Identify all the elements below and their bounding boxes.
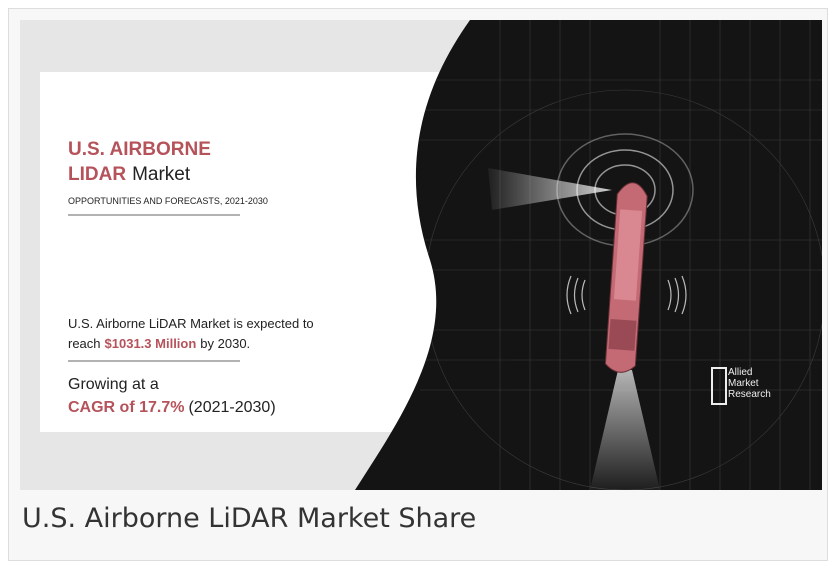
logo-text: Allied	[728, 367, 752, 378]
growth-highlight: CAGR of 17.7%	[68, 399, 184, 416]
statement-prefix: reach	[68, 336, 101, 351]
growth: CAGR of 17.7%(2021-2030)	[68, 399, 276, 416]
growth-suffix: (2021-2030)	[188, 399, 275, 416]
caption: U.S. Airborne LiDAR Market Share	[22, 503, 476, 534]
page: U.S. AIRBORNE LIDAR Market OPPORTUNITIES …	[0, 0, 836, 569]
logo-text: Market	[728, 378, 759, 389]
title-highlight: LIDAR	[68, 164, 126, 185]
statement: U.S. Airborne LiDAR Market is expected t…	[68, 316, 314, 331]
growth: Growing at a	[68, 376, 159, 393]
statement-highlight: $1031.3 Million	[105, 336, 197, 351]
title-line: U.S. AIRBORNE	[68, 139, 211, 160]
logo-text: Research	[728, 389, 771, 400]
title-rest: Market	[132, 164, 191, 185]
statement-suffix: by 2030.	[200, 336, 250, 351]
subtitle: OPPORTUNITIES AND FORECASTS, 2021-2030	[68, 196, 268, 206]
